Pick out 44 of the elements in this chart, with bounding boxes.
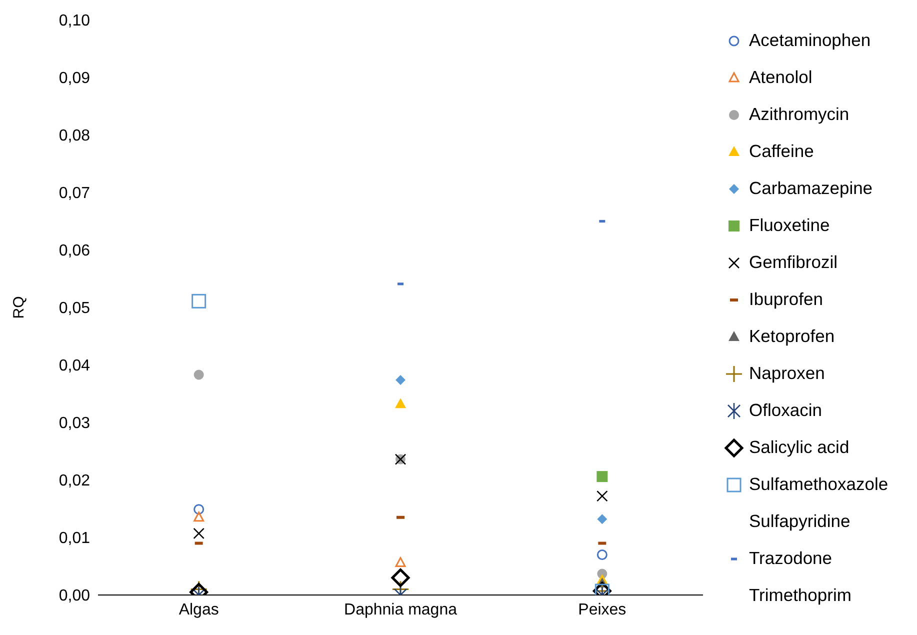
y-axis-title: RQ [10,296,28,319]
legend-label: Gemfibrozil [749,252,838,273]
legend-label: Trazodone [749,548,832,569]
y-tick-label: 0,00 [58,588,90,605]
point [192,294,206,308]
point [597,514,608,524]
legend-label: Atenolol [749,67,812,88]
y-tick-label: 0,01 [58,530,90,548]
legend-label: Carbamazepine [749,178,873,199]
point [596,471,608,482]
y-tick-label: 0,06 [58,242,90,260]
point [391,568,410,587]
legend-label: Acetaminophen [749,30,871,51]
y-tick-label: 0,05 [58,300,90,318]
y-tick-label: 0,04 [58,358,90,375]
legend-label: Ketoprofen [749,326,835,347]
point [395,557,406,568]
legend-label: Azithromycin [749,104,850,125]
y-tick-label: 0,08 [58,128,90,145]
text: Trimethoprim [749,585,852,606]
x-tick-label: Peixes [578,601,626,618]
y-tick-label: 0,10 [58,12,90,30]
y-tick-label: 0,09 [58,70,90,88]
text: Sulfapyridine [749,511,850,532]
x-tick-label: Daphnia magna [344,601,458,618]
point [193,528,204,540]
point [194,370,204,380]
legend-label: Naproxen [749,363,825,384]
legend-label: Ibuprofen [749,289,823,310]
legend-label: Salicylic acid [749,437,850,458]
point [396,374,406,385]
point [395,398,406,408]
y-tick-label: 0,02 [58,472,90,490]
point [194,504,204,515]
y-tick-label: 0,03 [58,415,90,432]
legend-label: Fluoxetine [749,215,830,236]
point [596,490,608,502]
point [596,550,608,560]
point [194,512,204,522]
legend-label: Ofloxacin [749,400,822,421]
legend-label: Caffeine [749,141,814,162]
y-tick-label: 0,07 [58,185,90,202]
x-tick-label: Algas [178,601,219,618]
legend-label: Sulfamethoxazole [749,474,888,495]
